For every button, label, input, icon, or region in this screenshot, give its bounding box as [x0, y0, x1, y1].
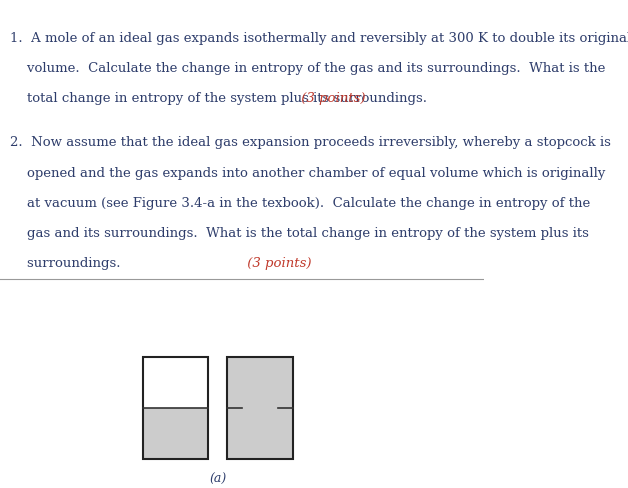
Text: 2.  Now assume that the ideal gas expansion proceeds irreversibly, whereby a sto: 2. Now assume that the ideal gas expansi… — [9, 136, 610, 149]
Bar — [227, 357, 293, 460]
FancyBboxPatch shape — [143, 357, 208, 408]
Text: (3 points): (3 points) — [243, 257, 312, 270]
Text: total change in entropy of the system plus its surroundings.: total change in entropy of the system pl… — [9, 92, 426, 105]
Text: at vacuum (see Figure 3.4-a in the texbook).  Calculate the change in entropy of: at vacuum (see Figure 3.4-a in the texbo… — [9, 197, 590, 209]
Text: gas and its surroundings.  What is the total change in entropy of the system plu: gas and its surroundings. What is the to… — [9, 226, 588, 240]
Text: 1.  A mole of an ideal gas expands isothermally and reversibly at 300 K to doubl: 1. A mole of an ideal gas expands isothe… — [9, 32, 628, 44]
Text: volume.  Calculate the change in entropy of the gas and its surroundings.  What : volume. Calculate the change in entropy … — [9, 62, 605, 75]
Bar — [227, 357, 293, 460]
Text: (3 points): (3 points) — [298, 92, 366, 105]
Text: (a): (a) — [209, 472, 226, 485]
FancyBboxPatch shape — [143, 408, 208, 460]
Bar — [143, 357, 208, 460]
Text: opened and the gas expands into another chamber of equal volume which is origina: opened and the gas expands into another … — [9, 166, 605, 179]
Text: surroundings.: surroundings. — [9, 257, 120, 270]
